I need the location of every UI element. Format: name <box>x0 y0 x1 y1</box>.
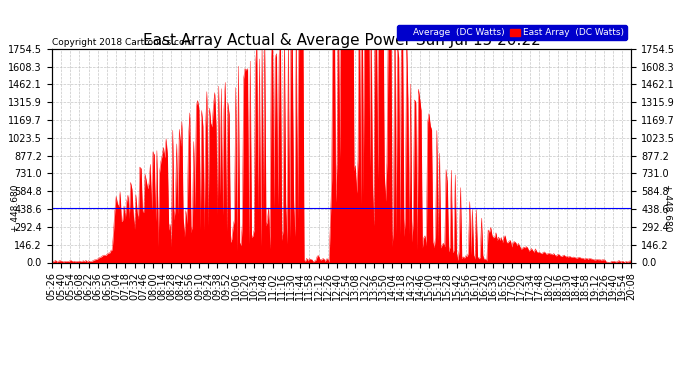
Legend: Average  (DC Watts), East Array  (DC Watts): Average (DC Watts), East Array (DC Watts… <box>397 26 627 40</box>
Title: East Array Actual & Average Power Sun Jul 15 20:22: East Array Actual & Average Power Sun Ju… <box>143 33 540 48</box>
Text: + 448.680: + 448.680 <box>663 184 672 232</box>
Text: + 448.680: + 448.680 <box>11 184 20 232</box>
Text: Copyright 2018 Cartronics.com: Copyright 2018 Cartronics.com <box>52 38 194 46</box>
